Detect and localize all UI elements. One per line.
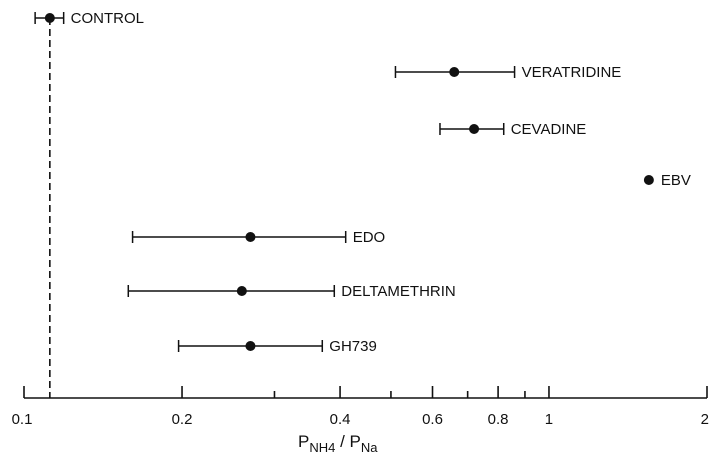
- data-point-label: CONTROL: [71, 10, 144, 27]
- x-tick-label: 0.4: [330, 411, 351, 428]
- data-point-group: DELTAMETHRIN: [127, 283, 456, 300]
- data-point-marker: [469, 124, 480, 134]
- data-point-label: EBV: [661, 172, 691, 189]
- data-point-group: EBV: [643, 172, 691, 189]
- data-point-group: CEVADINE: [439, 121, 587, 138]
- data-point-label: VERATRIDINE: [522, 64, 622, 81]
- data-point-label: GH739: [329, 338, 377, 355]
- x-tick-label: 1: [545, 411, 553, 428]
- x-tick-label: 0.2: [172, 411, 193, 428]
- data-point-marker: [449, 67, 460, 77]
- data-points: CONTROL VERATRIDINE CEVADINE EBV EDO DELTAMET…: [34, 10, 691, 355]
- data-point-group: GH739: [177, 338, 377, 355]
- data-point-marker: [44, 13, 55, 23]
- data-point-group: CONTROL: [34, 10, 144, 27]
- data-point-label: DELTAMETHRIN: [341, 283, 455, 300]
- data-point-marker: [643, 175, 654, 185]
- x-tick-label: 0.6: [422, 411, 443, 428]
- data-point-group: EDO: [131, 229, 386, 246]
- data-point-marker: [245, 341, 256, 351]
- data-point-group: VERATRIDINE: [394, 64, 622, 81]
- x-tick-label: 0.8: [488, 411, 509, 428]
- x-tick-label: 2: [701, 411, 709, 428]
- data-point-label: CEVADINE: [511, 121, 587, 138]
- x-axis-ticks: 0.1 0.2 0.4 0.6 0.8 1 2: [12, 386, 709, 428]
- data-point-marker: [245, 232, 256, 242]
- x-tick-label: 0.1: [12, 411, 33, 428]
- data-point-marker: [236, 286, 247, 296]
- x-axis-label: PNH4 / PNa: [298, 432, 378, 455]
- data-point-label: EDO: [353, 229, 386, 246]
